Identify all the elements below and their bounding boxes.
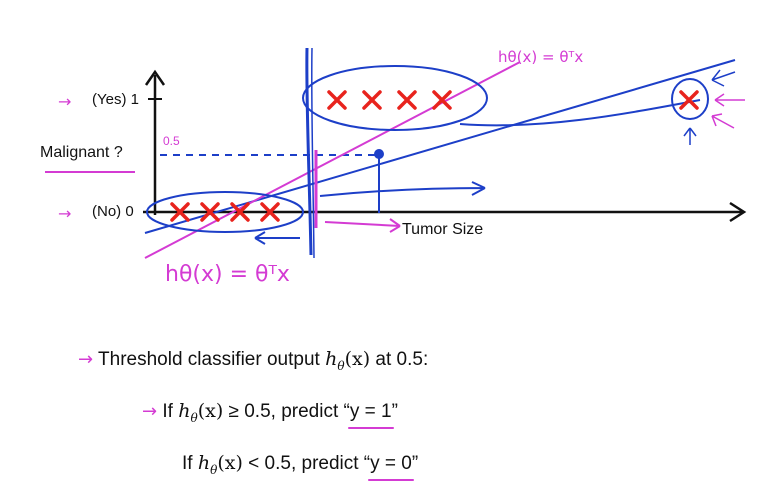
rule3-prediction: y = 0: [368, 453, 414, 481]
rule2-h: h: [178, 400, 191, 422]
rule1-h: h: [325, 348, 338, 370]
rule3-close: ”: [411, 453, 419, 474]
rule-line-predict-1: → If hθ(x) ≥ 0.5, predict “y = 1”: [142, 400, 398, 429]
hypothesis-annotation-top: hθ(x) = θᵀx: [498, 48, 584, 66]
positive-mark: [362, 90, 382, 110]
positive-mark: [432, 90, 452, 110]
negative-mark: [260, 202, 280, 222]
rule2-x: (x): [197, 400, 224, 422]
outlier-mark: [679, 90, 699, 110]
rule3-x: (x): [217, 452, 243, 474]
rule2-close: ”: [391, 401, 398, 422]
outlier-arrow-bottom: [683, 127, 697, 145]
rule2-prediction: y = 1: [347, 401, 394, 429]
pink-fit-line: [144, 61, 521, 259]
outlier-loop: [671, 78, 709, 120]
threshold-mark-label: 0.5: [163, 134, 180, 148]
y-label-no: (No) 0: [92, 203, 134, 220]
pink-arrow-rule2: →: [142, 401, 158, 422]
blue-decision-line: [305, 47, 313, 256]
negative-mark: [170, 202, 190, 222]
outlier-arrow-right: [714, 93, 745, 107]
y-axis-arrowhead: [144, 69, 166, 86]
positive-group-loop: [302, 65, 488, 131]
rule2-theta: θ: [190, 410, 198, 425]
rule-line-threshold: → Threshold classifier output hθ(x) at 0…: [78, 348, 428, 373]
negative-group-loop: [146, 191, 304, 233]
negative-mark: [200, 202, 220, 222]
rule2-if: If: [162, 401, 173, 422]
x-axis-label: Tumor Size: [402, 221, 484, 238]
pink-arrow-yes: →: [58, 92, 72, 111]
rule1-prefix: Threshold classifier output: [98, 349, 320, 370]
blue-fit-line: [144, 59, 736, 234]
data-marks: [170, 90, 699, 222]
positive-mark: [327, 90, 347, 110]
threshold-point: [374, 149, 384, 159]
rule3-cond: < 0.5, predict “: [248, 453, 371, 474]
rule1-theta: θ: [337, 358, 345, 373]
negative-mark: [230, 202, 250, 222]
blue-decision-line-2: [310, 47, 315, 259]
rule3-theta: θ: [210, 462, 218, 477]
hypothesis-annotation-bottom: hθ(x) = θᵀx: [165, 262, 290, 287]
y-label-yes: (Yes) 1: [92, 91, 139, 108]
positive-mark: [397, 90, 417, 110]
back-arrow-blue: [254, 231, 300, 245]
rule3-if: If: [182, 453, 193, 474]
outlier-arrow-top: [711, 69, 736, 87]
shift-arrow-pink: [324, 218, 401, 233]
y-label-malignant: Malignant ?: [40, 144, 123, 161]
outlier-arrow-lowright: [711, 113, 735, 129]
pink-arrow-rule1: →: [78, 349, 94, 370]
rule2-cond: ≥ 0.5, predict “: [228, 401, 350, 422]
positive-group-tail: [459, 99, 701, 127]
pink-arrow-no: →: [58, 204, 72, 223]
x-axis-arrowhead: [729, 201, 747, 223]
rule-line-predict-0: If hθ(x) < 0.5, predict “y = 0”: [182, 452, 419, 481]
rule1-suffix: at 0.5:: [375, 349, 429, 370]
rule1-x: (x): [344, 348, 371, 370]
rule3-h: h: [197, 452, 211, 474]
shift-arrow-blue: [319, 181, 486, 197]
